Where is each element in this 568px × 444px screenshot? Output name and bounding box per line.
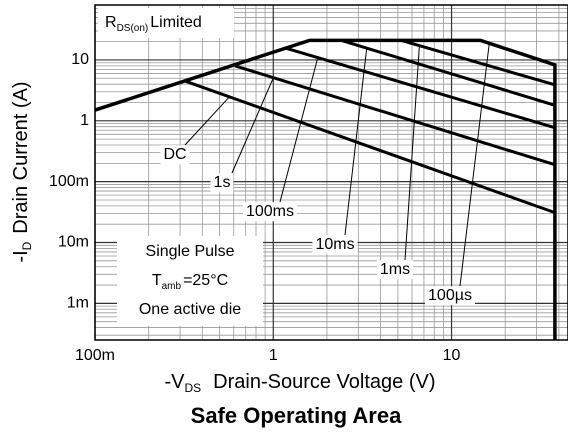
leader-line	[279, 57, 319, 203]
y-tick-label: 10	[71, 51, 89, 68]
annotation-main: Limited	[150, 14, 202, 31]
annotation-main: R	[105, 14, 117, 31]
annotation-main: =25°C	[183, 272, 228, 289]
plot-frame	[94, 4, 568, 341]
y-tick-label: 1	[80, 112, 89, 129]
series-line	[234, 64, 556, 167]
label-box	[312, 235, 358, 255]
leader-line	[344, 48, 368, 236]
series-line	[285, 46, 556, 130]
leader-line	[404, 45, 420, 261]
label-box	[425, 286, 475, 306]
x-label-prefix: -V	[165, 371, 186, 393]
leader-line	[459, 43, 490, 287]
label-box	[242, 202, 298, 222]
y-label-sub: D	[20, 241, 34, 250]
label-box	[160, 145, 190, 165]
y-tick-label: 1m	[67, 295, 89, 312]
y-label-prefix: -I	[10, 250, 32, 262]
series-label: DC	[163, 146, 186, 163]
series-label: 10ms	[315, 236, 354, 253]
rds-box	[98, 8, 234, 38]
annotation: Tamb =25°C	[152, 272, 228, 291]
y-label-text: Drain Current (A)	[10, 81, 32, 233]
leader-line	[231, 77, 274, 174]
y-tick-label: 10m	[58, 234, 89, 251]
conditions-box	[117, 236, 263, 326]
x-tick-label: 100m	[75, 347, 115, 364]
series-label: 1ms	[380, 261, 410, 278]
annotation-main: T	[152, 272, 162, 289]
series-line	[400, 38, 556, 87]
annotation: RDS(on) Limited	[105, 14, 202, 33]
x-tick-label: 1	[269, 347, 278, 364]
label-box	[210, 173, 234, 193]
series-line	[340, 38, 556, 107]
y-tick-label: 100m	[49, 173, 89, 190]
y-axis-label: -ID Drain Current (A)	[10, 81, 34, 262]
series-label: 100ms	[246, 203, 294, 220]
series-label: 100µs	[428, 287, 472, 304]
annotation-sub: DS(on)	[117, 23, 149, 34]
x-axis-label: -VDS Drain-Source Voltage (V)	[165, 371, 436, 395]
x-label-sub: DS	[185, 381, 202, 395]
envelope-line	[94, 38, 557, 340]
leader-line	[184, 96, 230, 146]
condition-text: One active die	[139, 301, 241, 318]
condition-text: Single Pulse	[146, 243, 235, 260]
annotation-sub: amb	[162, 281, 182, 292]
x-label-text: Drain-Source Voltage (V)	[213, 371, 435, 393]
series-line	[184, 79, 556, 215]
chart-title: Safe Operating Area	[191, 403, 402, 428]
label-box	[376, 260, 414, 280]
x-tick-label: 10	[443, 347, 461, 364]
series-label: 1s	[214, 174, 231, 191]
